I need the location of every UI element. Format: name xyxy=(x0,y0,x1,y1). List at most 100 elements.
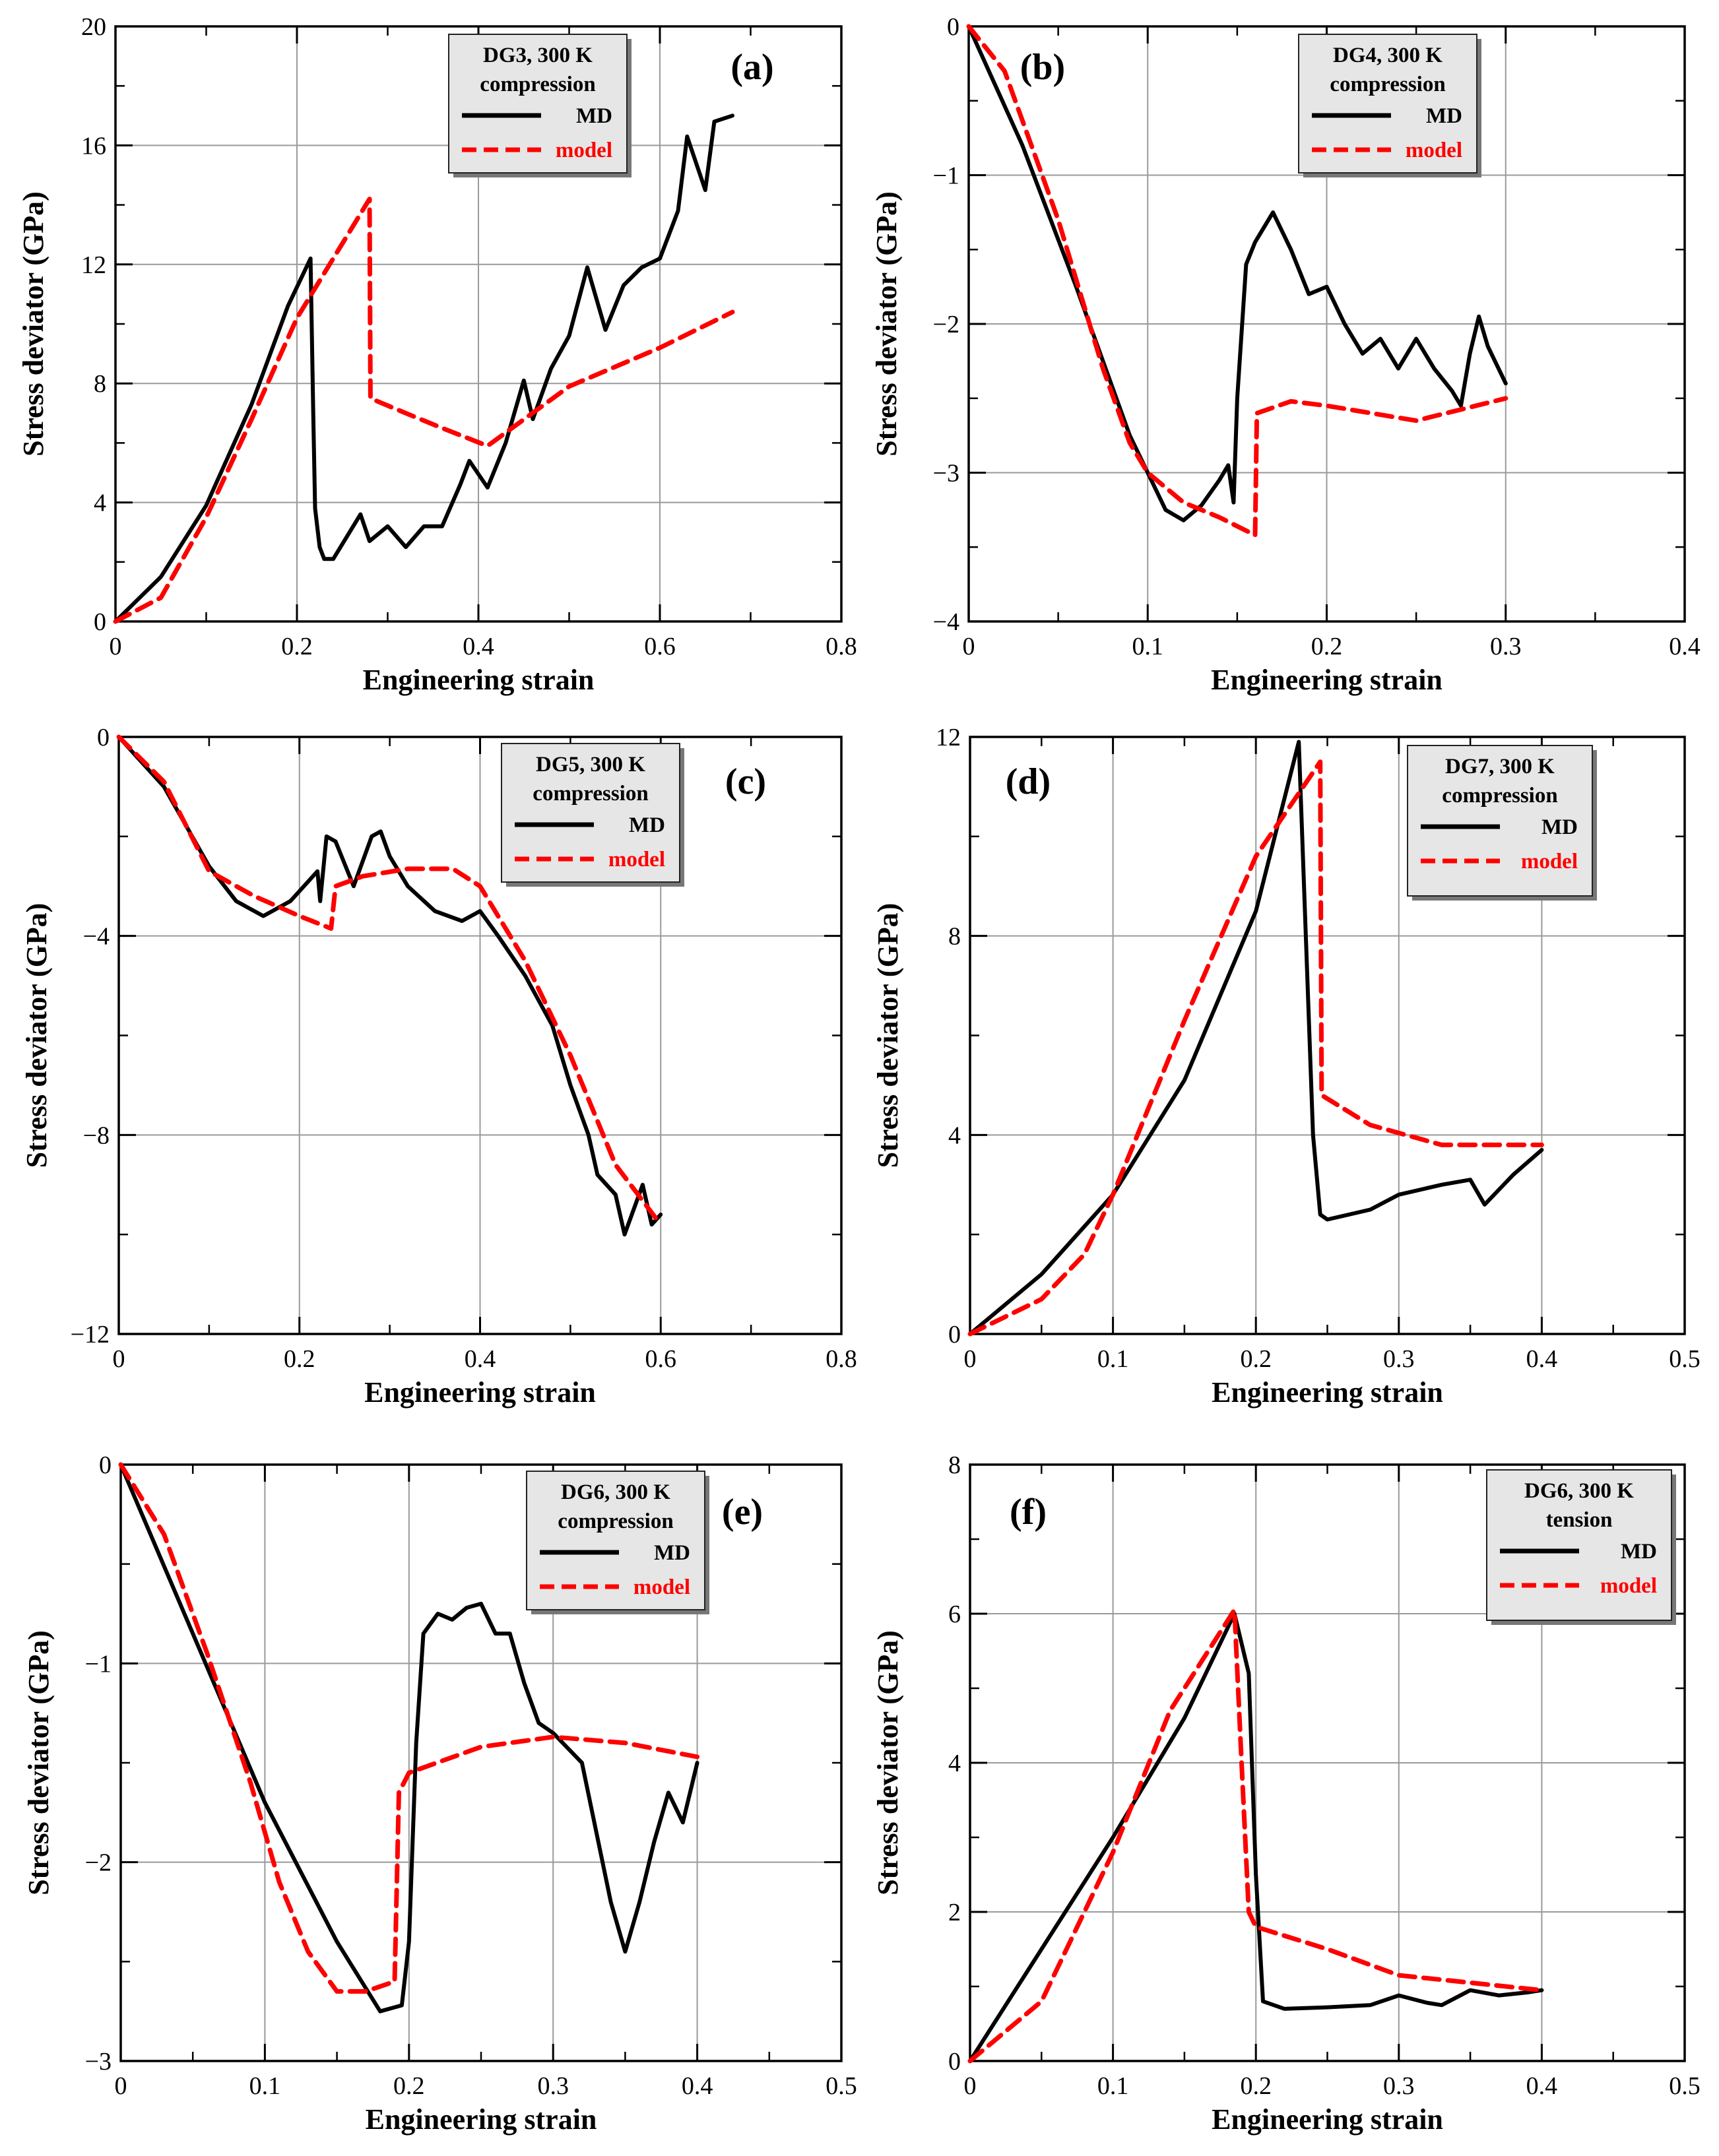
legend-title-line: DG3, 300 K xyxy=(483,44,593,67)
legend-model-label: model xyxy=(1406,139,1462,162)
y-axis-label: Stress deviator (GPa) xyxy=(870,191,903,457)
legend-title-line: compression xyxy=(480,73,595,96)
legend: DG6, 300 K tension MD model xyxy=(1486,1469,1676,1625)
legend-title-line: DG7, 300 K xyxy=(1445,755,1555,778)
panel-label: (b) xyxy=(1020,47,1065,88)
x-tick-label: 0.2 xyxy=(281,633,313,660)
legend: DG3, 300 K compression MD model xyxy=(448,34,632,177)
legend: DG6, 300 K compression MD model xyxy=(526,1471,709,1614)
chart-panel: 0 0.2 0.4 0.6 0.8 −12 −8 −4 0 Engineering strain S… xyxy=(20,724,857,1409)
model-series-line xyxy=(116,734,663,1227)
model-series-line xyxy=(966,24,1508,538)
md-series-line xyxy=(114,113,734,623)
y-tick-label: −1 xyxy=(933,162,959,190)
chart-panel: 0 0.1 0.2 0.3 0.4 0.5 0 2 4 6 8 Engineering strain S… xyxy=(872,1451,1701,2136)
y-tick-label: 0 xyxy=(99,1451,112,1479)
y-axis-label: Stress deviator (GPa) xyxy=(20,903,53,1168)
x-tick-label: 0 xyxy=(964,2072,977,2100)
y-tick-label: 20 xyxy=(81,13,106,41)
chart-panel: 0 0.1 0.2 0.3 0.4 0.5 −3 −2 −1 0 Engineering strai… xyxy=(22,1451,857,2136)
legend: DG4, 300 K compression MD model xyxy=(1298,34,1481,177)
legend-model-label: model xyxy=(1600,1574,1657,1598)
y-tick-label: −3 xyxy=(85,2048,112,2076)
plot-frame xyxy=(969,1463,1686,2062)
legend-box xyxy=(1486,1469,1672,1621)
x-tick-label: 0.1 xyxy=(1132,633,1164,660)
md-series-line xyxy=(967,24,1508,523)
plot-frame xyxy=(119,1463,843,2062)
y-tick-label: 0 xyxy=(94,608,106,636)
y-tick-label: 0 xyxy=(97,724,110,751)
x-tick-label: 0 xyxy=(964,1345,977,1373)
x-tick-label: 0.6 xyxy=(644,633,676,660)
y-tick-label: 8 xyxy=(94,370,106,398)
legend-md-label: MD xyxy=(1426,104,1462,128)
y-tick-label: 2 xyxy=(948,1899,961,1926)
legend-title-line: DG6, 300 K xyxy=(561,1480,670,1504)
panel-label: (c) xyxy=(725,761,766,802)
x-tick-label: 0.1 xyxy=(1097,1345,1129,1373)
y-tick-label: 4 xyxy=(948,1122,961,1149)
x-tick-label: 0.5 xyxy=(1669,1345,1701,1373)
x-axis-label: Engineering strain xyxy=(363,664,595,696)
legend-md-label: MD xyxy=(576,104,612,128)
x-tick-label: 0.4 xyxy=(682,2072,713,2100)
legend-title-line: DG6, 300 K xyxy=(1524,1479,1634,1503)
x-axis-label: Engineering strain xyxy=(1212,1376,1443,1409)
y-tick-label: 4 xyxy=(948,1750,961,1777)
chart-panel: 0 0.1 0.2 0.3 0.4 −4 −3 −2 −1 0 Engineering strain… xyxy=(870,13,1701,696)
x-tick-label: 0.4 xyxy=(463,633,494,660)
x-axis-label: Engineering strain xyxy=(364,1376,596,1409)
plot-frame xyxy=(967,25,1686,623)
panel-label: (e) xyxy=(722,1492,763,1533)
legend: DG5, 300 K compression MD model xyxy=(501,743,684,887)
model-series-line xyxy=(967,759,1544,1337)
x-axis-label: Engineering strain xyxy=(366,2103,597,2136)
x-tick-label: 0.2 xyxy=(284,1345,315,1373)
y-tick-label: 16 xyxy=(81,132,106,160)
legend-title-line: compression xyxy=(1330,73,1445,96)
y-tick-label: −3 xyxy=(933,460,959,488)
x-tick-label: 0 xyxy=(110,633,122,660)
x-tick-label: 0.2 xyxy=(1240,1345,1272,1373)
x-axis-label: Engineering strain xyxy=(1211,664,1443,696)
y-tick-label: −2 xyxy=(933,311,959,338)
y-tick-label: −12 xyxy=(71,1321,110,1348)
legend-title-line: tension xyxy=(1546,1508,1613,1532)
legend-title-line: compression xyxy=(558,1509,673,1533)
x-tick-label: 0.3 xyxy=(1383,1345,1415,1373)
y-axis-label: Stress deviator (GPa) xyxy=(872,1630,904,1895)
x-tick-label: 0.2 xyxy=(1240,2072,1272,2100)
x-tick-label: 0.4 xyxy=(1526,2072,1558,2100)
y-tick-label: −4 xyxy=(83,923,110,951)
y-axis-label: Stress deviator (GPa) xyxy=(22,1630,55,1895)
panel-label: (f) xyxy=(1010,1492,1047,1533)
md-series-line xyxy=(968,740,1544,1336)
legend-md-label: MD xyxy=(629,813,665,837)
y-tick-label: 8 xyxy=(948,1451,961,1479)
y-tick-label: −2 xyxy=(85,1849,112,1877)
legend-box xyxy=(1407,745,1593,897)
y-tick-label: 0 xyxy=(948,2048,961,2076)
md-series-line xyxy=(968,1612,1544,2063)
md-series-line xyxy=(119,1463,699,2013)
legend-model-label: model xyxy=(1521,850,1578,873)
plot-frame xyxy=(969,736,1686,1335)
legend-md-label: MD xyxy=(654,1541,690,1565)
x-tick-label: 0.6 xyxy=(645,1345,677,1373)
y-tick-label: 12 xyxy=(936,724,961,751)
legend-title-line: compression xyxy=(1442,784,1557,808)
x-tick-label: 0.2 xyxy=(393,2072,425,2100)
y-tick-label: 12 xyxy=(81,251,106,279)
y-tick-label: 6 xyxy=(948,1601,961,1628)
legend-title-line: DG5, 300 K xyxy=(536,753,645,777)
y-tick-label: 0 xyxy=(948,1321,961,1348)
x-tick-label: 0.4 xyxy=(1669,633,1701,660)
model-series-line xyxy=(118,1462,700,1994)
x-tick-label: 0.5 xyxy=(826,2072,857,2100)
x-tick-label: 0.3 xyxy=(1490,633,1522,660)
legend-model-label: model xyxy=(633,1575,690,1599)
y-axis-label: Stress deviator (GPa) xyxy=(872,903,904,1168)
x-tick-label: 0.8 xyxy=(826,1345,857,1373)
